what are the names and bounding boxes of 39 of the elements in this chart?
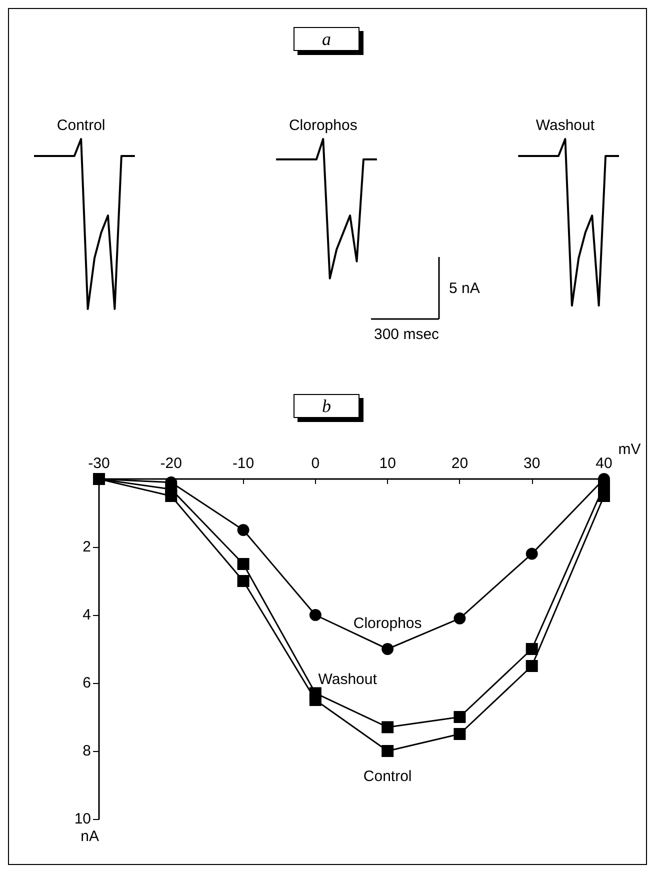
series-label: Control <box>363 768 412 785</box>
x-tick-label: 40 <box>596 455 612 472</box>
x-tick-label: 20 <box>451 455 468 472</box>
point <box>526 643 538 655</box>
y-tick-label: 6 <box>82 674 91 692</box>
text: 300 msec <box>374 326 440 343</box>
point <box>237 575 250 587</box>
point <box>237 524 250 536</box>
point <box>454 711 466 723</box>
y-tick-label: 2 <box>82 538 91 556</box>
series-label: Control <box>56 117 106 134</box>
annotation: 5 nA <box>449 280 480 297</box>
point <box>526 660 538 672</box>
x-tick-label: -20 <box>160 455 182 472</box>
point <box>454 728 466 740</box>
y-tick-label: 8 <box>82 742 91 760</box>
y-axis-title: nA <box>80 828 99 845</box>
series-label: Clorophos <box>288 117 358 134</box>
x-axis-title: mV <box>618 441 641 458</box>
x-tick-label: -10 <box>232 455 254 472</box>
point <box>237 558 250 570</box>
y-tick-label: 10 <box>74 810 91 828</box>
series-label: Clorophos <box>353 615 422 632</box>
y-tick-label: 4 <box>82 606 91 624</box>
x-tick-label: 10 <box>379 455 396 472</box>
point <box>309 687 322 700</box>
x-tick-label: -30 <box>88 455 110 472</box>
x-tick-label: 0 <box>311 455 320 472</box>
series-label: Washout <box>318 671 378 688</box>
point <box>454 612 466 624</box>
point <box>526 548 538 560</box>
chart-title: b <box>322 396 331 416</box>
series-label: Washout <box>536 117 596 134</box>
point <box>382 643 394 655</box>
x-tick-label: 30 <box>524 455 540 472</box>
chart-title: a <box>322 29 331 49</box>
point <box>382 745 394 757</box>
point <box>382 721 394 734</box>
point <box>309 609 322 621</box>
